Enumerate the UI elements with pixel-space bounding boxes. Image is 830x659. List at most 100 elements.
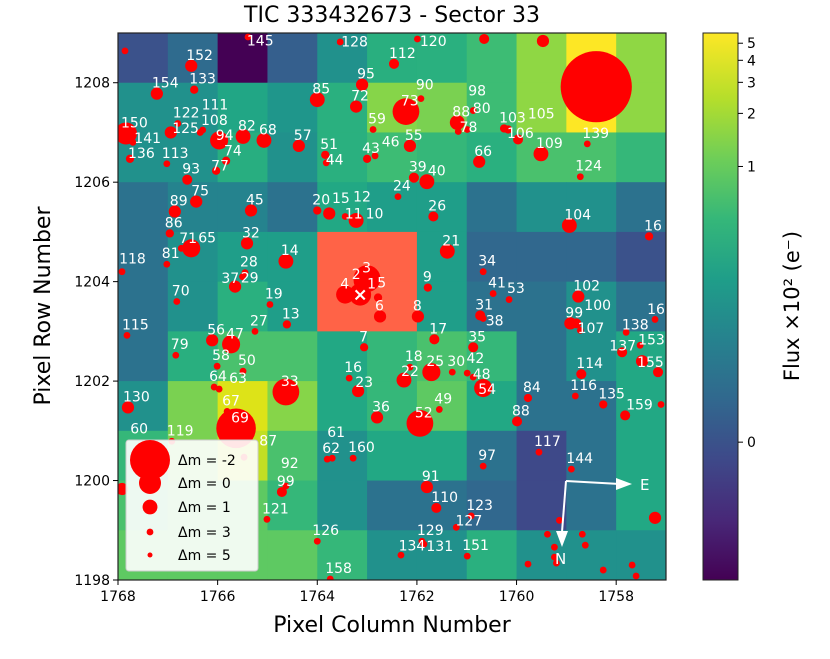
star-marker bbox=[599, 566, 607, 574]
star-label: 13 bbox=[282, 306, 300, 322]
pixel-cell bbox=[267, 480, 318, 531]
star-marker bbox=[567, 465, 575, 473]
pixel-cell bbox=[267, 33, 318, 84]
star-marker bbox=[323, 207, 336, 220]
star-marker bbox=[212, 166, 221, 175]
star-label: 1 bbox=[367, 277, 376, 293]
star-label: 91 bbox=[422, 469, 440, 485]
star-label: 66 bbox=[474, 144, 492, 160]
star-label: 109 bbox=[536, 136, 563, 152]
star-label: 29 bbox=[241, 270, 259, 286]
star-label: 37 bbox=[221, 271, 239, 287]
star-label: 95 bbox=[357, 67, 375, 83]
legend-marker bbox=[142, 499, 158, 515]
star-label: 84 bbox=[523, 380, 541, 396]
pixel-cell bbox=[516, 331, 567, 382]
pixel-cell bbox=[466, 480, 518, 531]
star-label: 57 bbox=[294, 128, 312, 144]
star-marker bbox=[118, 268, 126, 276]
star-label: 8 bbox=[413, 298, 422, 314]
star-marker bbox=[199, 126, 207, 134]
pixel-cell bbox=[118, 182, 169, 233]
star-marker bbox=[422, 363, 441, 382]
star-marker bbox=[429, 334, 440, 345]
star-label: 121 bbox=[262, 501, 289, 517]
star-label: 87 bbox=[259, 434, 277, 450]
star-label: 62 bbox=[322, 441, 340, 457]
pixel-cell bbox=[367, 33, 418, 84]
star-label: 144 bbox=[566, 451, 593, 467]
star-marker bbox=[653, 367, 664, 378]
star-marker bbox=[420, 480, 433, 494]
star-marker bbox=[228, 280, 242, 293]
star-label: 97 bbox=[478, 448, 496, 464]
y-axis: 1198 1200 1202 1204 1206 1208 bbox=[74, 76, 118, 589]
chart-title: TIC 333432673 - Sector 33 bbox=[243, 3, 540, 28]
star-label: 136 bbox=[128, 146, 155, 162]
star-marker bbox=[173, 298, 181, 305]
star-marker bbox=[479, 268, 487, 276]
pixel-cell bbox=[118, 231, 169, 283]
star-marker bbox=[435, 406, 443, 413]
star-marker bbox=[397, 551, 405, 559]
pixel-cell bbox=[566, 381, 617, 432]
star-marker bbox=[524, 560, 532, 568]
colorbar-gradient bbox=[702, 32, 739, 581]
star-marker bbox=[326, 575, 334, 580]
star-label: 55 bbox=[405, 128, 423, 144]
star-marker bbox=[657, 401, 665, 408]
star-marker bbox=[622, 328, 630, 336]
star-marker bbox=[463, 552, 471, 560]
star-label: 23 bbox=[355, 375, 373, 391]
star-marker bbox=[551, 553, 558, 561]
star-marker bbox=[544, 530, 551, 538]
star-label: 40 bbox=[428, 164, 446, 180]
pixel-cell bbox=[267, 281, 318, 332]
star-label: 94 bbox=[216, 128, 234, 144]
pixel-cell bbox=[317, 331, 368, 382]
star-label: 160 bbox=[348, 440, 375, 456]
star-marker bbox=[403, 139, 417, 152]
star-marker bbox=[388, 58, 400, 69]
pixel-cell bbox=[267, 132, 318, 183]
star-marker bbox=[452, 523, 460, 531]
star-marker bbox=[328, 454, 336, 462]
star-label: 122 bbox=[173, 106, 200, 122]
pixel-cell bbox=[466, 430, 518, 482]
star-label: 41 bbox=[488, 276, 506, 292]
legend-label: Δm = -2 bbox=[178, 453, 236, 469]
star-label: 78 bbox=[460, 120, 478, 136]
star-marker bbox=[313, 206, 322, 215]
pixel-cell bbox=[217, 182, 268, 233]
star-marker bbox=[190, 195, 203, 208]
star-marker bbox=[535, 448, 543, 456]
pixel-cell bbox=[566, 530, 617, 581]
pixel-cell bbox=[367, 430, 418, 482]
star-marker bbox=[553, 559, 560, 567]
star-marker bbox=[448, 368, 456, 376]
pixel-cell bbox=[317, 530, 368, 581]
star-label: 139 bbox=[582, 126, 609, 142]
y-tick-label: 1208 bbox=[74, 76, 110, 92]
star-marker bbox=[467, 512, 475, 520]
star-marker bbox=[239, 273, 246, 281]
star-label: 111 bbox=[202, 98, 229, 114]
star-marker bbox=[272, 378, 300, 406]
star-label: 72 bbox=[351, 89, 369, 105]
pixel-cell bbox=[416, 33, 468, 84]
star-label: 19 bbox=[265, 287, 283, 303]
target-cross-icon: × bbox=[353, 285, 368, 306]
pixel-cell bbox=[367, 530, 418, 581]
pixel-cell bbox=[167, 132, 219, 183]
star-marker bbox=[463, 126, 471, 133]
star-label: 28 bbox=[240, 255, 258, 271]
star-marker bbox=[282, 320, 292, 329]
legend-label: Δm = 5 bbox=[178, 548, 231, 564]
star-marker bbox=[190, 85, 199, 94]
star-label: 115 bbox=[122, 317, 149, 333]
pixel-cell bbox=[466, 281, 518, 332]
star-marker bbox=[213, 362, 221, 370]
pixel-cell bbox=[466, 331, 518, 382]
